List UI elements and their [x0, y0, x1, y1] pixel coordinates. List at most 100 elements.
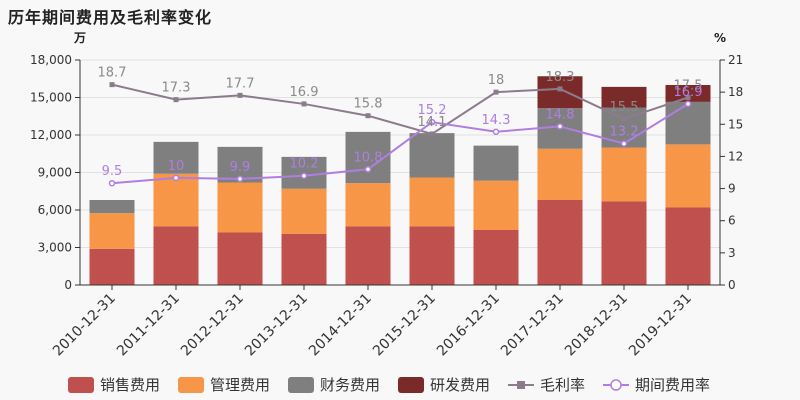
bar-segment — [409, 226, 455, 285]
data-label: 15.8 — [354, 97, 383, 112]
x-tick-label: 2011-12-31 — [114, 291, 183, 360]
legend-swatch — [68, 377, 94, 393]
bar-segment — [153, 173, 199, 227]
x-tick-label: 2017-12-31 — [498, 291, 567, 360]
bar-segment — [409, 133, 455, 178]
bar-segment — [537, 148, 583, 200]
left-unit-label: 万 — [73, 31, 86, 45]
right-tick-label: 0 — [728, 278, 736, 292]
data-label: 9.5 — [102, 164, 123, 179]
chart-title: 历年期间费用及毛利率变化 — [8, 8, 213, 27]
bar-segment — [217, 182, 263, 233]
bar-segment — [345, 226, 391, 285]
bar-segment — [89, 248, 135, 285]
right-tick-label: 21 — [728, 53, 743, 67]
legend-swatch-marker — [517, 381, 525, 389]
bar-segment — [601, 86, 647, 108]
data-label: 17.5 — [674, 79, 703, 94]
bar-segment — [409, 177, 455, 227]
x-tick-label: 2012-12-31 — [178, 291, 247, 360]
bar-segment — [89, 200, 135, 214]
x-tick-label: 2010-12-31 — [50, 291, 119, 360]
bar-segment — [665, 101, 711, 145]
right-tick-label: 6 — [728, 214, 736, 228]
line-point — [428, 118, 436, 126]
left-tick-label: 6,000 — [38, 203, 72, 217]
bar-segment — [537, 76, 583, 109]
right-tick-label: 18 — [728, 85, 743, 99]
legend-swatch-marker — [610, 379, 622, 391]
data-labels: 18.7 17.3 17.7 16.9 15.8 14.1 18 18.3 15.5 17.5 9.… — [98, 66, 703, 180]
left-tick-label: 0 — [64, 278, 72, 292]
bar-segment — [281, 233, 327, 285]
line-point — [620, 140, 628, 147]
right-unit-label: % — [714, 31, 726, 45]
data-label: 18.3 — [546, 70, 575, 85]
data-label: 9.9 — [230, 160, 251, 175]
left-tick-label: 18,000 — [30, 53, 72, 67]
right-tick-label: 9 — [728, 182, 736, 196]
bar-segment — [217, 232, 263, 285]
line-point — [556, 123, 564, 130]
right-tick-label: 12 — [728, 149, 743, 163]
bar-segment — [665, 85, 711, 102]
x-tick-label: 2013-12-31 — [242, 291, 311, 360]
data-label: 14.1 — [418, 115, 447, 130]
x-tick-label: 2018-12-31 — [562, 291, 631, 360]
data-label: 14.8 — [546, 107, 575, 122]
x-tick-label: 2016-12-31 — [434, 291, 503, 360]
legend: 销售费用 管理费用 财务费用 研发费用 毛利率 期间费用率 — [68, 376, 710, 394]
line-point — [108, 179, 116, 187]
legend-label: 研发费用 — [430, 376, 490, 394]
legend-label: 管理费用 — [210, 376, 270, 394]
line-point — [492, 128, 500, 136]
line-point — [429, 131, 435, 137]
data-label: 16.9 — [290, 85, 319, 100]
x-tick-label: 2015-12-31 — [370, 291, 439, 360]
data-label: 10.2 — [290, 157, 319, 172]
left-tick-label: 3,000 — [38, 241, 72, 255]
bar-segment — [153, 226, 199, 285]
legend-swatch — [398, 377, 424, 393]
line-point — [301, 101, 307, 107]
left-tick-label: 15,000 — [30, 91, 72, 105]
line-point — [685, 95, 691, 100]
line-point — [493, 89, 499, 95]
legend-label: 销售费用 — [100, 376, 160, 394]
data-label: 10 — [168, 159, 185, 174]
left-tick-label: 12,000 — [30, 128, 72, 142]
bar-segment — [601, 147, 647, 202]
bar-segment — [473, 230, 519, 285]
data-label: 13.2 — [610, 125, 639, 140]
data-label: 17.7 — [226, 76, 255, 91]
bar-segment — [473, 180, 519, 230]
line-point — [557, 86, 563, 92]
bar-segment — [665, 207, 711, 285]
legend-swatch — [288, 377, 314, 393]
right-tick-label: 3 — [728, 246, 736, 260]
line-point — [621, 116, 627, 122]
right-tick-label: 15 — [728, 117, 743, 131]
bar-segment — [281, 188, 327, 234]
legend-label: 财务费用 — [320, 376, 380, 394]
legend-swatch — [178, 377, 204, 393]
line-point — [236, 175, 244, 183]
data-label: 16.9 — [674, 85, 703, 100]
data-label: 15.5 — [610, 100, 639, 115]
series-line — [111, 83, 689, 136]
data-label: 10.8 — [354, 150, 383, 165]
bar-segment — [601, 201, 647, 285]
series-line — [111, 103, 689, 185]
line-point — [684, 100, 692, 108]
x-tick-label: 2014-12-31 — [306, 291, 375, 360]
bar-segment — [537, 200, 583, 285]
bar-segment — [473, 145, 519, 181]
bar-segment — [153, 141, 199, 174]
data-label: 14.3 — [482, 113, 511, 128]
x-tick-label: 2019-12-31 — [626, 291, 695, 360]
bar-segment — [345, 183, 391, 227]
line-point — [365, 113, 371, 119]
line-point — [109, 82, 115, 88]
line-series — [108, 82, 692, 187]
data-label: 15.2 — [418, 103, 447, 118]
